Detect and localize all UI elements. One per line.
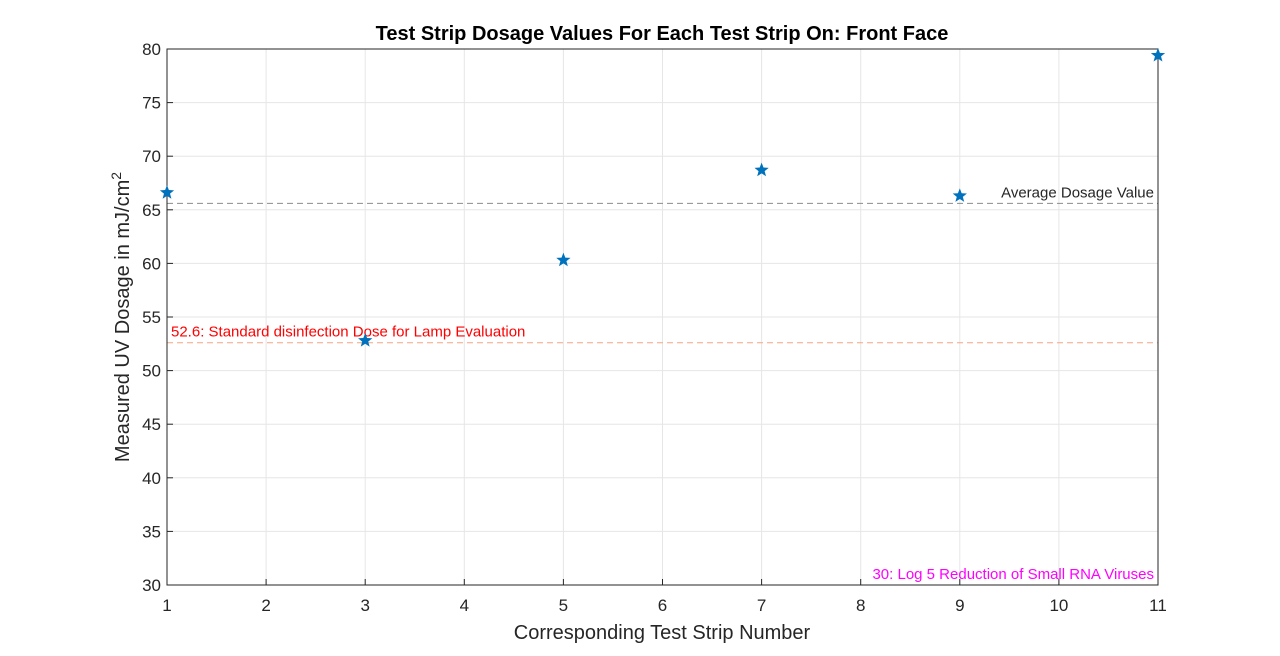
x-tick-label: 5 <box>559 596 568 615</box>
y-tick-label: 75 <box>142 94 161 113</box>
x-tick-label: 9 <box>955 596 964 615</box>
y-tick-label: 50 <box>142 362 161 381</box>
data-point <box>952 188 967 202</box>
data-point <box>556 252 571 267</box>
y-tick-label: 45 <box>142 415 161 434</box>
x-axis-label: Corresponding Test Strip Number <box>514 622 811 644</box>
reference-line-label: 52.6: Standard disinfection Dose for Lam… <box>171 324 525 341</box>
data-point <box>1150 47 1166 62</box>
y-tick-label: 80 <box>142 40 161 59</box>
x-tick-label: 6 <box>658 596 667 615</box>
x-tick-label: 10 <box>1049 596 1068 615</box>
reference-lines: Average Dosage Value 52.6: Standard disin… <box>167 184 1158 586</box>
x-tick-label: 2 <box>261 596 270 615</box>
x-axis-ticks: 1 2 3 4 5 6 7 8 9 10 11 <box>162 579 1167 615</box>
y-tick-label: 30 <box>142 576 161 595</box>
y-axis-ticks: 30 35 40 45 50 55 60 65 70 75 80 <box>142 40 173 595</box>
y-tick-label: 40 <box>142 469 161 488</box>
y-tick-label: 70 <box>142 147 161 166</box>
y-tick-label: 60 <box>142 254 161 273</box>
x-tick-label: 8 <box>856 596 865 615</box>
data-points <box>159 47 1166 347</box>
y-axis-label-main: Measured UV Dosage in mJ/cm <box>112 180 134 462</box>
reference-line-label: 30: Log 5 Reduction of Small RNA Viruses <box>872 566 1154 583</box>
y-axis-label-superscript: 2 <box>108 172 124 180</box>
y-tick-label: 35 <box>142 522 161 541</box>
x-tick-label: 11 <box>1149 596 1167 615</box>
y-axis-label: Measured UV Dosage in mJ/cm2 <box>108 172 134 462</box>
y-tick-label: 65 <box>142 201 161 220</box>
chart-title: Test Strip Dosage Values For Each Test S… <box>376 23 949 45</box>
y-tick-label: 55 <box>142 308 161 327</box>
data-point <box>754 162 769 177</box>
reference-line-label: Average Dosage Value <box>1001 184 1154 201</box>
x-tick-label: 3 <box>360 596 369 615</box>
data-point <box>159 185 175 199</box>
grid <box>166 48 1159 586</box>
data-point <box>358 333 373 347</box>
x-tick-label: 4 <box>460 596 469 615</box>
x-tick-label: 7 <box>757 596 766 615</box>
x-tick-label: 1 <box>162 596 171 615</box>
